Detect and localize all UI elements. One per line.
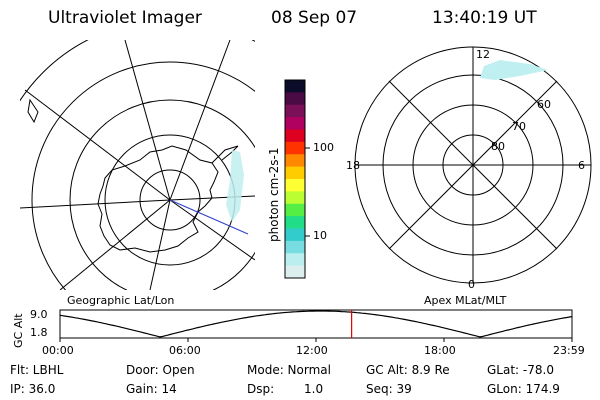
altitude-ytick-9: 9.0 [30,308,48,321]
aurora-patch-right [480,60,548,80]
coastline-peninsula [211,145,239,164]
geographic-map-caption: Geographic Lat/Lon [67,294,175,307]
colorbar-swatch [285,203,305,217]
seq-readout: Seq: 39 [366,382,412,396]
colorbar-swatch [285,253,305,267]
dsp-value: 1.0 [304,382,324,396]
lat-circle [139,169,201,231]
mode-readout: Mode: Normal [247,363,331,377]
instrument-title: Ultraviolet Imager [48,8,202,28]
mlt-line-diag2 [388,80,558,250]
date-label: 08 Sep 07 [271,8,358,28]
mlat-label-70: 70 [512,120,526,133]
colorbar-tick-label-100: 100 [313,141,334,154]
aurora-patch-left [226,150,244,222]
lon-line [59,199,171,290]
colorbar-swatch [285,191,305,205]
mlat-label-80: 80 [491,140,505,153]
dsp-label: Dsp: [247,382,275,396]
colorbar-swatch [285,216,305,229]
lon-line [149,199,171,290]
colorbar-swatch [285,92,305,106]
colorbar-swatch [285,179,305,192]
mlt-label-18: 18 [346,159,360,172]
coastline-outline [97,145,219,253]
colorbar-swatch [285,228,305,242]
magnetic-map-caption: Apex MLat/MLT [424,294,507,307]
lon-line [169,199,255,261]
xtick-label-1200: 12:00 [296,344,328,357]
altitude-curve [59,310,573,338]
colorbar-swatch [285,80,305,93]
altitude-ytick-1-8: 1.8 [30,326,48,339]
mlt-label-12: 12 [476,48,490,61]
lat-circle [69,99,255,290]
colorbar-swatch [285,104,305,118]
colorbar-swatch [285,265,305,279]
xtick-label-2359: 23:59 [553,344,585,357]
gc-alt-readout: GC Alt: 8.9 Re [366,363,450,377]
altitude-ylabel: GC Alt [12,313,25,348]
glat-readout: GLat: -78.0 [487,363,554,377]
colorbar-swatch [285,129,305,143]
lon-line [169,40,231,201]
mlt-label-6: 6 [578,159,585,172]
colorbar-swatch [285,117,305,130]
colorbar-swatch [285,166,305,180]
colorbar-tick-label-10: 10 [313,229,327,242]
door-readout: Door: Open [126,363,195,377]
lon-line [24,89,171,201]
mlat-label-60: 60 [537,98,551,111]
xtick-label-1800: 18:00 [424,344,456,357]
xtick-label-0600: 06:00 [169,344,201,357]
meridian-marker-line [169,199,249,235]
colorbar-swatch [285,240,305,254]
xtick-label-0000: 00:00 [42,344,74,357]
lon-line [124,40,171,201]
time-label: 13:40:19 UT [432,8,537,28]
mlt-label-0: 0 [468,278,475,291]
coastline-islands [27,98,39,124]
colorbar-swatch [285,154,305,168]
gain-readout: Gain: 14 [126,382,177,396]
ip-readout: IP: 36.0 [10,382,56,396]
glon-readout: GLon: 174.9 [487,382,560,396]
colorbar-swatch [285,141,305,155]
filter-readout: Flt: LBHL [10,363,64,377]
colorbar-frame [284,79,306,279]
lon-line [20,199,171,209]
lat-circle [31,61,255,290]
